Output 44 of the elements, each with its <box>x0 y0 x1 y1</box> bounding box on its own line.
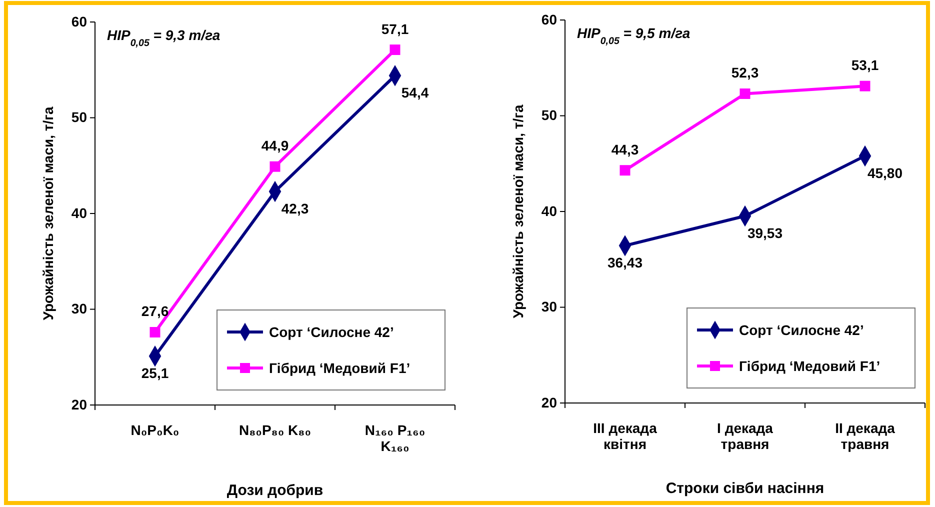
x-axis-title: Дози добрив <box>226 482 324 499</box>
y-tick-label: 40 <box>541 202 558 219</box>
point <box>150 326 160 338</box>
x-axis-title: Строки сівби насіння <box>666 480 824 497</box>
data-label: 39,53 <box>747 225 783 241</box>
data-label: 44,3 <box>611 141 639 158</box>
y-axis-title: Урожайність зеленої маси, т/га <box>40 106 56 320</box>
x-tick-label: III декада квітня <box>593 420 658 452</box>
y-tick-label: 40 <box>71 204 88 221</box>
data-label: 42,3 <box>281 200 309 216</box>
y-tick-label: 20 <box>71 396 88 412</box>
data-label: 27,6 <box>141 303 169 320</box>
annotation: HIP$_{0,05}$ = 9,3 т/га <box>107 27 220 48</box>
data-label: 44,9 <box>261 138 289 154</box>
x-tick-label: N₁₆₀ P₁₆₀ K₁₆₀ <box>364 422 426 454</box>
data-label: 54,4 <box>401 84 429 101</box>
point <box>860 80 870 92</box>
y-axis-title: Урожайність зеленої маси, т/га <box>510 104 526 318</box>
y-tick-label: 20 <box>541 394 558 410</box>
data-label: 25,1 <box>141 365 169 382</box>
data-label: 36,43 <box>607 254 643 271</box>
legend-label: Сорт ‘Силосне 42’ <box>269 324 394 340</box>
x-tick-label: N₈₀P₈₀ K₈₀ <box>238 422 312 438</box>
y-tick-label: 30 <box>71 300 88 317</box>
legend-label: Гібрид ‘Медовий F1’ <box>269 360 410 376</box>
data-label: 45,80 <box>867 164 903 181</box>
y-tick-label: 30 <box>541 298 558 315</box>
x-tick-label: II декада травня <box>835 420 896 452</box>
legend-label: Гібрид ‘Медовий F1’ <box>739 358 880 374</box>
data-label: 57,1 <box>381 20 409 37</box>
data-label: 52,3 <box>731 64 759 81</box>
legend-label: Сорт ‘Силосне 42’ <box>739 322 864 338</box>
x-tick-label: N₀P₀K₀ <box>130 422 180 438</box>
x-tick-label: I декада травня <box>717 420 774 452</box>
y-tick-label: 60 <box>71 13 88 30</box>
annotation: HIP$_{0,05}$ = 9,5 т/га <box>577 25 690 46</box>
y-tick-label: 50 <box>541 107 558 124</box>
point <box>390 44 400 56</box>
data-label: 53,1 <box>851 57 879 74</box>
y-tick-label: 50 <box>71 109 88 126</box>
point <box>620 165 630 176</box>
point <box>270 161 280 172</box>
point <box>740 88 750 99</box>
y-tick-label: 60 <box>541 11 558 28</box>
